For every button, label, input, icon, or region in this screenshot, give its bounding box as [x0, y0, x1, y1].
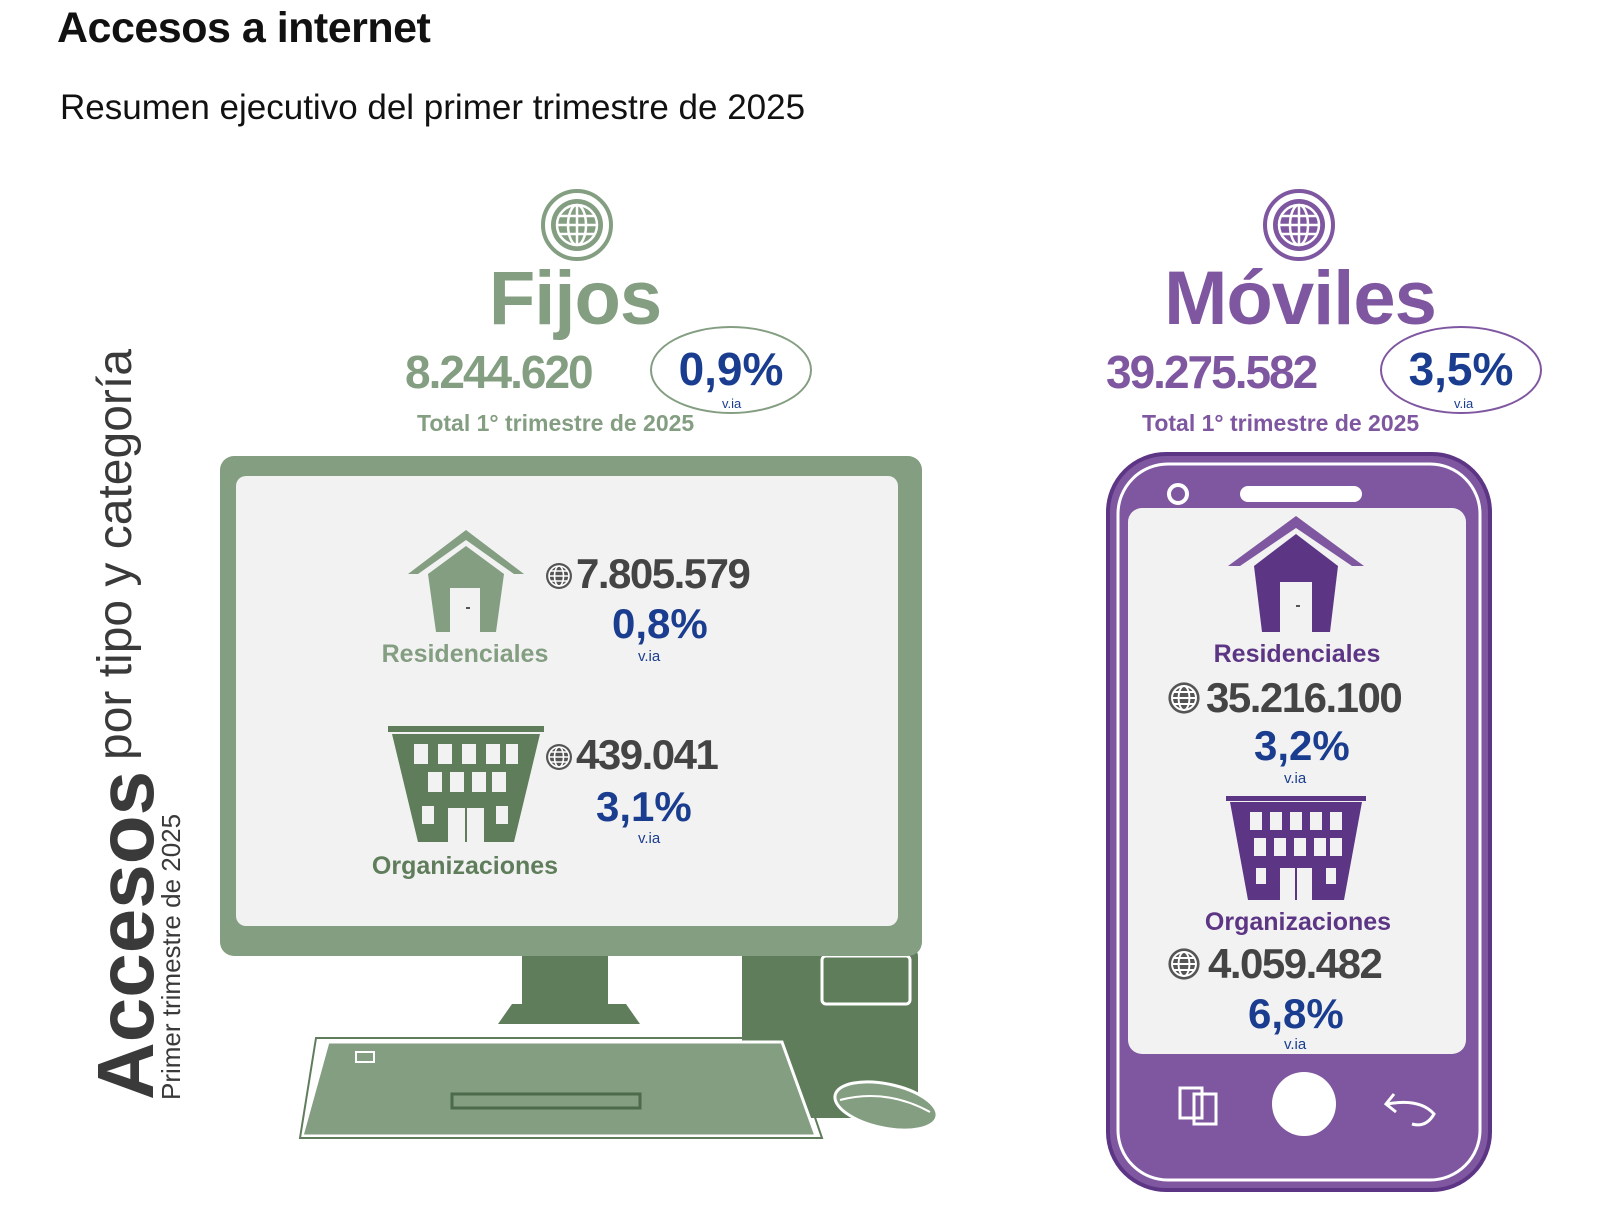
fijos-title: Fijos — [488, 256, 662, 341]
moviles-residenciales-change: 3,2% — [1254, 722, 1350, 769]
computer-illustration — [210, 448, 950, 1148]
fijos-residenciales-change-label: v.ia — [638, 648, 661, 665]
fijos-change-ellipse: 0,9% v.ia — [650, 326, 812, 414]
moviles-caption: Total 1° trimestre de 2025 — [1142, 410, 1420, 436]
fijos-total: 8.244.620 — [405, 346, 594, 398]
fijos-residenciales-globe-icon — [544, 561, 574, 591]
moviles-residenciales-value: 35.216.100 — [1206, 674, 1403, 721]
moviles-residenciales-change-label: v.ia — [1284, 770, 1307, 787]
side-label-note: Primer trimestre de 2025 — [156, 813, 186, 1100]
fijos-organizaciones-change: 3,1% — [596, 783, 692, 830]
fijos-organizaciones-change-label: v.ia — [638, 830, 661, 847]
page-subtitle: Resumen ejecutivo del primer trimestre d… — [60, 88, 806, 127]
fijos-globe-icon — [540, 188, 614, 262]
side-label-sub: por tipo y categoría — [89, 349, 142, 760]
fijos-organizaciones-label: Organizaciones — [371, 852, 559, 880]
moviles-change: 3,5% — [1408, 343, 1514, 395]
moviles-organizaciones-change: 6,8% — [1248, 990, 1344, 1037]
fijos-residenciales-change: 0,8% — [612, 600, 708, 647]
fijos-organizaciones-value: 439.041 — [576, 731, 719, 778]
moviles-residenciales-label: Residenciales — [1213, 640, 1381, 668]
fijos-change: 0,9% — [678, 343, 784, 395]
page-title: Accesos a internet — [57, 4, 431, 52]
moviles-residenciales-globe-icon — [1166, 680, 1202, 716]
fijos-change-label: v.ia — [722, 396, 742, 411]
moviles-change-label: v.ia — [1454, 396, 1474, 411]
fijos-residenciales-value: 7.805.579 — [576, 550, 751, 597]
moviles-total: 39.275.582 — [1106, 346, 1318, 398]
fijos-caption: Total 1° trimestre de 2025 — [417, 410, 695, 436]
moviles-change-ellipse: 3,5% v.ia — [1380, 326, 1542, 414]
fijos-building-icon — [388, 726, 544, 844]
fijos-organizaciones-globe-icon — [544, 742, 574, 772]
fijos-residenciales-label: Residenciales — [381, 640, 549, 668]
moviles-house-icon — [1226, 514, 1366, 632]
moviles-organizaciones-change-label: v.ia — [1284, 1036, 1307, 1053]
moviles-building-icon — [1226, 796, 1366, 900]
moviles-globe-icon — [1262, 188, 1336, 262]
moviles-organizaciones-label: Organizaciones — [1204, 908, 1392, 936]
moviles-organizaciones-value: 4.059.482 — [1208, 940, 1383, 987]
moviles-organizaciones-globe-icon — [1166, 946, 1202, 982]
moviles-title: Móviles — [1164, 256, 1437, 341]
fijos-house-icon — [404, 528, 528, 632]
